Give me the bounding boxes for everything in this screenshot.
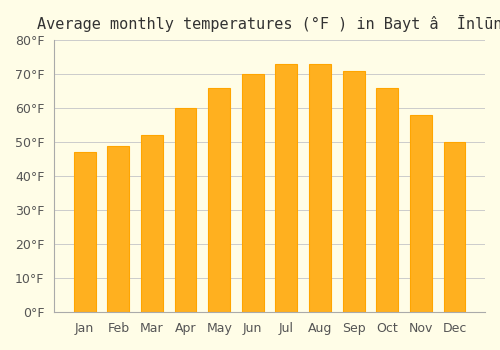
Bar	[342, 71, 364, 312]
Bar	[208, 88, 230, 312]
Title: Average monthly temperatures (°F ) in Bayt â  Īnlūn: Average monthly temperatures (°F ) in Ba…	[37, 15, 500, 32]
Bar	[174, 108, 197, 312]
Bar	[309, 64, 331, 312]
Bar	[376, 88, 398, 312]
Bar	[444, 142, 466, 312]
Bar	[276, 64, 297, 312]
Bar	[141, 135, 163, 312]
Bar	[242, 74, 264, 312]
Bar	[108, 146, 130, 312]
Bar	[410, 115, 432, 312]
Bar	[74, 152, 96, 312]
